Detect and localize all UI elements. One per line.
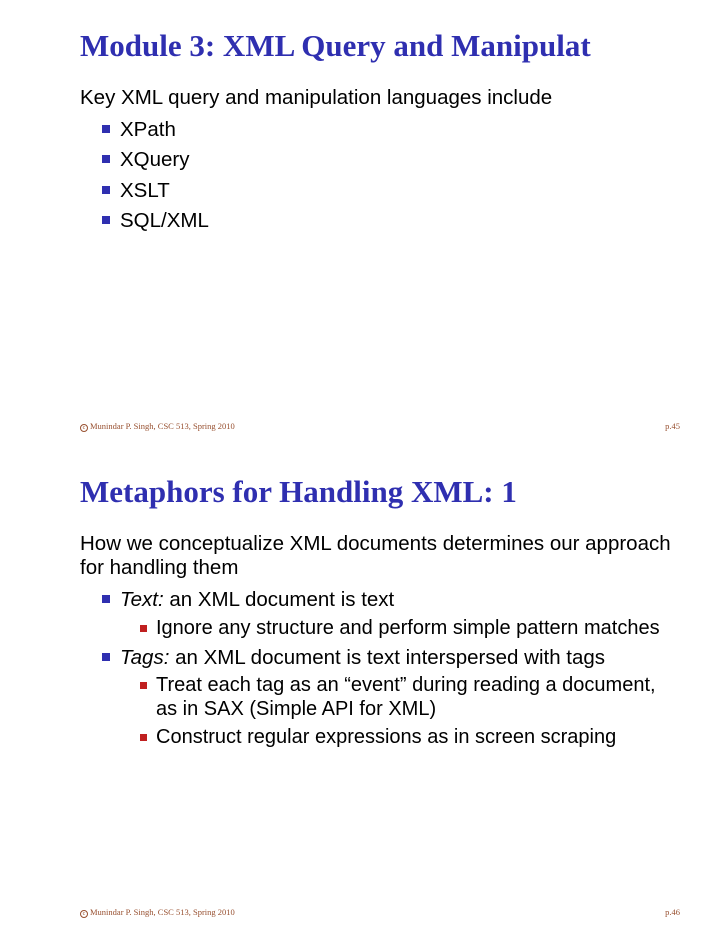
list-item: Text: an XML document is text Ignore any…	[80, 588, 680, 640]
slide-intro: How we conceptualize XML documents deter…	[80, 532, 680, 580]
list-item: SQL/XML	[80, 209, 680, 233]
footer-copyright: cMunindar P. Singh, CSC 513, Spring 2010	[80, 421, 235, 432]
term: Tags:	[120, 646, 169, 669]
slide-intro: Key XML query and manipulation languages…	[80, 86, 680, 110]
list-item: XPath	[80, 118, 680, 142]
slide-title: Metaphors for Handling XML: 1	[80, 474, 680, 510]
list-item: Construct regular expressions as in scre…	[120, 726, 680, 750]
bullet-list: XPath XQuery XSLT SQL/XML	[80, 118, 680, 233]
sub-list: Ignore any structure and perform simple …	[120, 617, 680, 641]
bullet-list: Text: an XML document is text Ignore any…	[80, 588, 680, 749]
slide-2: Metaphors for Handling XML: 1 How we con…	[0, 446, 720, 932]
footer-page-number: p.45	[665, 421, 680, 431]
sub-list: Treat each tag as an “event” during read…	[120, 674, 680, 749]
list-item: Ignore any structure and perform simple …	[120, 617, 680, 641]
footer-page-number: p.46	[665, 907, 680, 917]
slide-1: Module 3: XML Query and Manipulat Key XM…	[0, 0, 720, 446]
footer-copyright: cMunindar P. Singh, CSC 513, Spring 2010	[80, 907, 235, 918]
list-item: XSLT	[80, 179, 680, 203]
term-rest: an XML document is text interspersed wit…	[169, 646, 605, 669]
slide-footer: cMunindar P. Singh, CSC 513, Spring 2010…	[80, 421, 680, 432]
slide-title: Module 3: XML Query and Manipulat	[80, 28, 680, 64]
list-item: XQuery	[80, 148, 680, 172]
list-item: Treat each tag as an “event” during read…	[120, 674, 680, 721]
slide-footer: cMunindar P. Singh, CSC 513, Spring 2010…	[80, 907, 680, 918]
term: Text:	[120, 588, 164, 611]
list-item: Tags: an XML document is text interspers…	[80, 646, 680, 749]
term-rest: an XML document is text	[164, 588, 395, 611]
